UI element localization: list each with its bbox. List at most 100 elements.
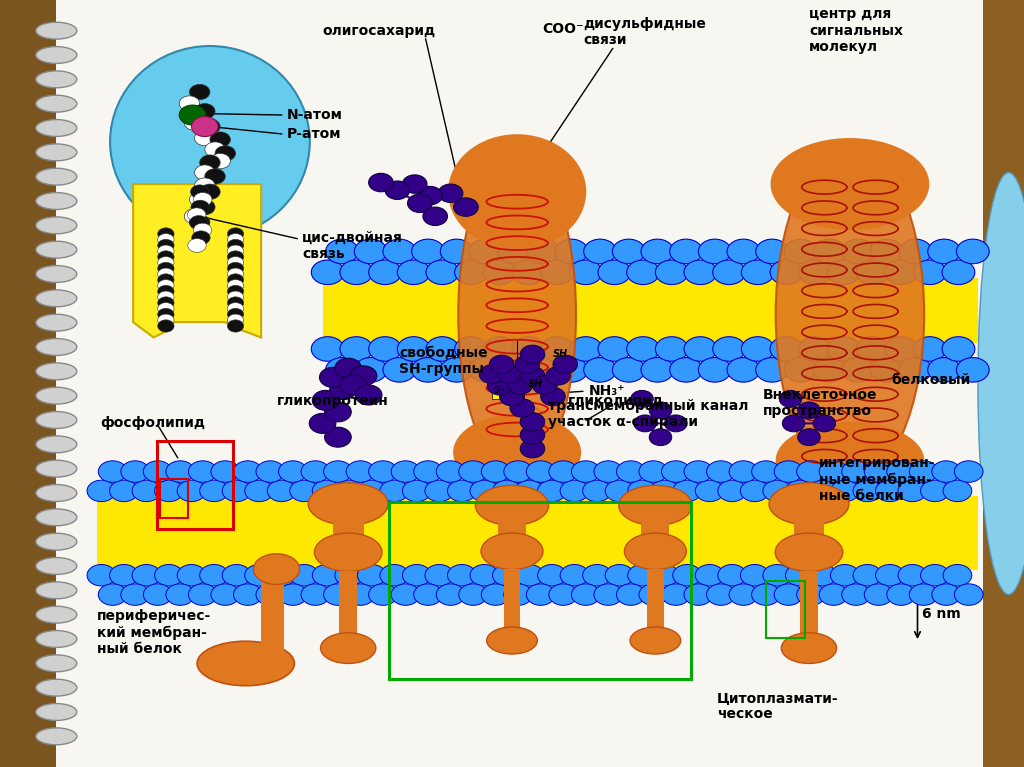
Circle shape xyxy=(438,184,463,202)
Ellipse shape xyxy=(776,422,924,499)
Ellipse shape xyxy=(36,703,77,720)
Circle shape xyxy=(639,461,668,482)
Circle shape xyxy=(354,239,387,264)
Circle shape xyxy=(227,320,244,332)
Circle shape xyxy=(641,239,674,264)
Circle shape xyxy=(312,480,341,502)
Circle shape xyxy=(189,216,208,229)
Circle shape xyxy=(194,193,212,206)
Circle shape xyxy=(909,584,938,605)
Text: гликопротеин: гликопротеин xyxy=(276,394,388,408)
Circle shape xyxy=(455,260,487,285)
Circle shape xyxy=(498,239,530,264)
Circle shape xyxy=(158,234,174,245)
Circle shape xyxy=(752,461,780,482)
Circle shape xyxy=(798,429,820,446)
Circle shape xyxy=(779,390,802,407)
Text: N-атом: N-атом xyxy=(287,108,343,122)
Circle shape xyxy=(627,260,659,285)
Circle shape xyxy=(211,584,240,605)
Circle shape xyxy=(121,461,150,482)
Text: Р-атом: Р-атом xyxy=(287,127,341,141)
Bar xyxy=(498,515,526,544)
Circle shape xyxy=(520,426,545,444)
Circle shape xyxy=(335,358,361,378)
Circle shape xyxy=(483,337,516,361)
Circle shape xyxy=(184,115,205,130)
Circle shape xyxy=(641,357,674,382)
Circle shape xyxy=(583,565,611,586)
Circle shape xyxy=(311,337,344,361)
Circle shape xyxy=(727,239,760,264)
Circle shape xyxy=(319,367,346,387)
Circle shape xyxy=(227,285,244,298)
Circle shape xyxy=(827,260,860,285)
Circle shape xyxy=(301,461,330,482)
Circle shape xyxy=(369,173,393,192)
Circle shape xyxy=(190,200,209,214)
Circle shape xyxy=(520,345,545,364)
Circle shape xyxy=(210,132,230,147)
Circle shape xyxy=(179,96,200,111)
Circle shape xyxy=(628,480,656,502)
Circle shape xyxy=(385,181,410,199)
Circle shape xyxy=(913,337,946,361)
Circle shape xyxy=(808,565,837,586)
Text: трансмембранный канал
участок α-спирали: трансмембранный канал участок α-спирали xyxy=(548,399,749,430)
Circle shape xyxy=(504,584,532,605)
Ellipse shape xyxy=(769,483,849,525)
Circle shape xyxy=(813,357,846,382)
Circle shape xyxy=(335,565,364,586)
Circle shape xyxy=(616,584,645,605)
Circle shape xyxy=(158,256,174,269)
Circle shape xyxy=(538,480,566,502)
Ellipse shape xyxy=(36,95,77,112)
Circle shape xyxy=(605,565,634,586)
Text: цис-двойная
связь: цис-двойная связь xyxy=(302,230,403,261)
Circle shape xyxy=(233,584,262,605)
Circle shape xyxy=(741,337,774,361)
Circle shape xyxy=(500,387,524,406)
Circle shape xyxy=(487,377,512,395)
Bar xyxy=(641,515,670,544)
Bar xyxy=(983,0,1024,767)
Circle shape xyxy=(87,565,116,586)
Bar xyxy=(794,514,824,545)
Circle shape xyxy=(355,385,382,405)
Bar xyxy=(389,502,691,679)
Circle shape xyxy=(312,565,341,586)
Circle shape xyxy=(583,480,611,502)
Circle shape xyxy=(188,584,217,605)
Circle shape xyxy=(412,357,444,382)
Circle shape xyxy=(227,256,244,269)
Circle shape xyxy=(312,390,339,410)
Bar xyxy=(0,0,56,767)
Circle shape xyxy=(684,337,717,361)
Circle shape xyxy=(227,251,244,263)
Circle shape xyxy=(414,584,442,605)
Circle shape xyxy=(954,461,983,482)
Circle shape xyxy=(797,584,825,605)
Circle shape xyxy=(357,480,386,502)
Circle shape xyxy=(98,584,127,605)
Circle shape xyxy=(227,234,244,245)
Circle shape xyxy=(325,427,351,447)
Circle shape xyxy=(187,239,206,252)
Circle shape xyxy=(662,461,690,482)
Circle shape xyxy=(369,461,397,482)
Circle shape xyxy=(560,565,589,586)
Circle shape xyxy=(741,260,774,285)
Circle shape xyxy=(729,584,758,605)
Circle shape xyxy=(245,480,273,502)
Circle shape xyxy=(158,303,174,315)
Text: периферичес-
кий мембран-
ный белок: периферичес- кий мембран- ный белок xyxy=(97,610,212,656)
Circle shape xyxy=(813,239,846,264)
Circle shape xyxy=(222,480,251,502)
Circle shape xyxy=(191,117,218,137)
Circle shape xyxy=(665,415,687,432)
Circle shape xyxy=(369,260,401,285)
Text: COO⁻: COO⁻ xyxy=(543,22,584,36)
Bar xyxy=(492,385,520,399)
Ellipse shape xyxy=(36,314,77,331)
Circle shape xyxy=(584,239,616,264)
